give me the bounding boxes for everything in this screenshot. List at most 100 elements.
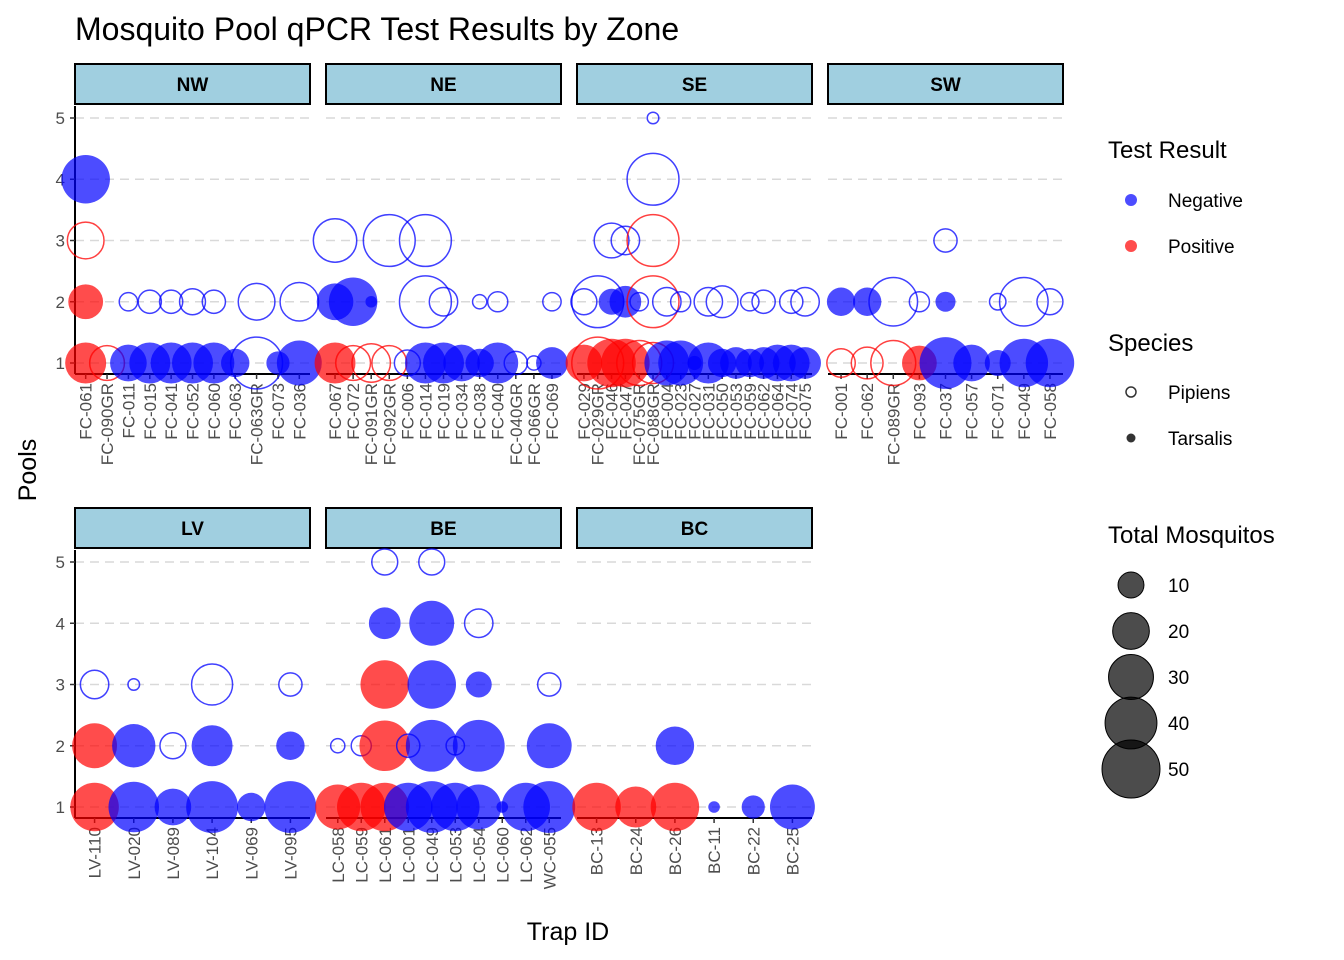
data-point [221, 348, 250, 378]
data-point [61, 154, 110, 204]
x-tick-label: FC-015 [141, 383, 160, 440]
x-tick-label: BC-11 [705, 827, 724, 874]
data-point [778, 289, 804, 315]
data-point [626, 213, 680, 268]
data-point [237, 792, 266, 822]
x-tick-label: FC-088GR [644, 383, 663, 465]
panel-sw: SW FC-001 FC-062 FC-089GR FC-093 FC-037 FC-057… [826, 63, 1075, 465]
data-point [334, 344, 372, 382]
x-tick-label: FC-062 [858, 383, 877, 440]
strip-ne [325, 63, 562, 105]
x-tick-label: FC-034 [453, 383, 472, 440]
x-tick-label: LV-104 [203, 827, 222, 880]
x-tick-label: FC-060 [205, 383, 224, 440]
data-point [329, 737, 346, 754]
data-point [850, 346, 884, 380]
data-point [360, 660, 410, 709]
data-point [276, 731, 305, 760]
y-tick-label: 4 [56, 170, 65, 189]
data-point [312, 218, 358, 263]
data-point [237, 282, 276, 321]
data-point [452, 719, 505, 772]
x-tick-label: FC-061 [77, 383, 96, 440]
x-tick-label: FC-037 [937, 383, 956, 440]
data-point [456, 784, 502, 830]
x-tick-label: FC-023 [672, 383, 691, 440]
data-point [278, 672, 303, 697]
data-point [908, 290, 931, 313]
data-point [998, 276, 1049, 327]
data-point [741, 795, 765, 819]
data-point [405, 719, 458, 772]
data-point [328, 277, 378, 327]
strip-label-bc: BC [681, 519, 709, 540]
x-tick-label: FC-057 [963, 383, 982, 440]
data-point [68, 284, 104, 320]
y-tick-label: 3 [56, 232, 65, 251]
x-tick-label: FC-014 [416, 383, 435, 440]
data-point [66, 221, 105, 260]
x-tick-label: BC-13 [588, 827, 607, 875]
legend-size-key-20 [1112, 612, 1150, 650]
data-point [935, 291, 956, 312]
x-tick-label: FC-027 [686, 383, 705, 440]
strip-bc [576, 507, 813, 549]
data-point [398, 213, 453, 268]
strip-label-se: SE [682, 75, 707, 96]
data-point [465, 671, 492, 698]
x-tick-label: LV-020 [125, 827, 144, 880]
data-point [112, 724, 156, 768]
data-point [601, 338, 650, 388]
data-point [988, 292, 1007, 311]
data-point [193, 342, 235, 384]
x-tick-label: FC-062 [755, 383, 774, 440]
x-tick-label: FC-029GR [589, 383, 608, 465]
legend-label-negative: Negative [1168, 191, 1243, 212]
x-tick-label: LC-061 [376, 827, 395, 883]
y-tick-label: 2 [56, 737, 65, 756]
data-point [264, 781, 317, 833]
x-tick-label: FC-090GR [98, 383, 117, 465]
legend-size-label-20: 20 [1168, 622, 1189, 643]
legend-size-label-50: 50 [1168, 760, 1189, 781]
x-tick-label: WC-055 [540, 827, 559, 889]
data-point [471, 293, 488, 310]
legend: Test Result Negative Positive Species Pi… [1101, 137, 1275, 799]
legend-key-negative [1125, 194, 1137, 206]
data-point [953, 344, 990, 382]
x-tick-label: FC-046 [603, 383, 622, 440]
data-point [137, 289, 163, 315]
x-tick-label: FC-059 [741, 383, 760, 440]
data-point [127, 677, 141, 692]
data-point [108, 781, 160, 833]
data-point [276, 340, 322, 386]
x-tick-label: FC-006 [398, 383, 417, 440]
data-point [407, 660, 457, 709]
data-point [72, 723, 118, 769]
x-tick-label: FC-071 [989, 383, 1008, 440]
strip-se [576, 63, 813, 105]
data-point [159, 732, 187, 760]
strip-sw [827, 63, 1064, 105]
data-point [70, 782, 119, 832]
data-point [669, 290, 692, 313]
data-point [789, 347, 821, 379]
y-tick-label: 1 [56, 354, 65, 373]
x-tick-label: FC-049 [1015, 383, 1034, 440]
data-point [154, 788, 192, 826]
data-point [626, 152, 680, 206]
x-tick-label: BC-22 [744, 827, 763, 875]
data-point [186, 781, 239, 833]
data-point [398, 275, 453, 329]
data-point [739, 291, 760, 312]
data-point [650, 782, 700, 832]
strip-be [325, 507, 562, 549]
data-point [933, 228, 958, 253]
data-point [542, 291, 562, 312]
legend-key-positive [1125, 240, 1137, 252]
x-tick-label: FC-066GR [525, 383, 544, 465]
legend-species-title: Species [1108, 330, 1193, 357]
